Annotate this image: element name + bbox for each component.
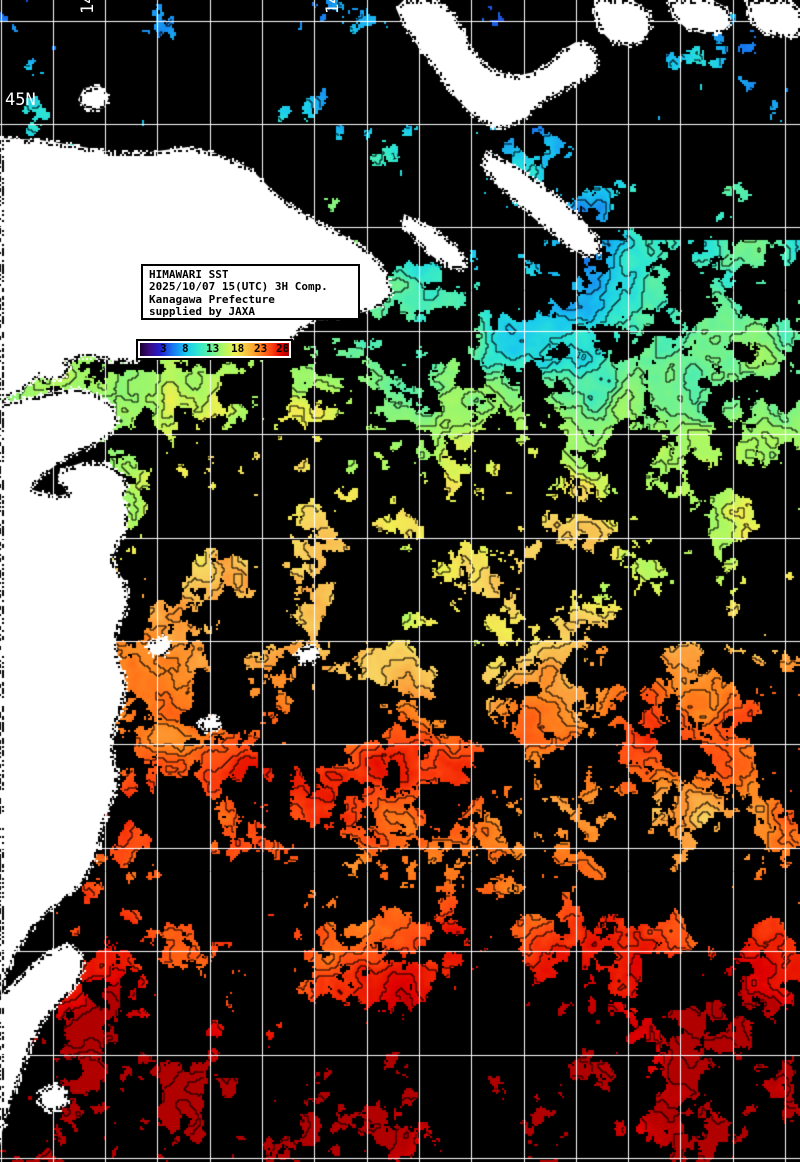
colorbar-tick-28: 28 bbox=[276, 342, 290, 355]
legend-line-datetime: 2025/10/07 15(UTC) 3H Comp. bbox=[149, 280, 328, 294]
legend-line-provider-region: Kanagawa Prefecture bbox=[149, 292, 275, 306]
colorbar-tick-13: 13 bbox=[206, 342, 220, 355]
colorbar-gradient bbox=[140, 343, 289, 356]
colorbar-tick-3: 3 bbox=[160, 342, 167, 355]
info-legend-box: HIMAWARI SST 2025/10/07 15(UTC) 3H Comp.… bbox=[141, 264, 360, 320]
longitude-label-141e: 141E bbox=[78, 0, 98, 14]
legend-line-source: supplied by JAXA bbox=[149, 305, 255, 319]
temperature-colorbar: 3 8 13 18 23 28 bbox=[136, 339, 293, 360]
colorbar-tick-8: 8 bbox=[182, 342, 189, 355]
colorbar-tick-18: 18 bbox=[231, 342, 245, 355]
latitude-label-45n: 45N bbox=[5, 90, 36, 110]
colorbar-tick-23: 23 bbox=[254, 342, 268, 355]
legend-line-product: HIMAWARI SST bbox=[149, 268, 229, 281]
longitude-label-144e: 144E bbox=[323, 0, 343, 14]
